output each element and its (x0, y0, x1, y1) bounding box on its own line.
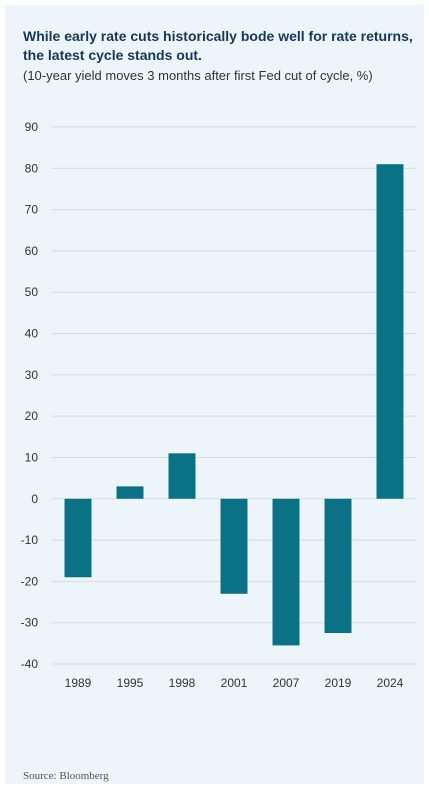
y-tick-label: 50 (25, 285, 39, 299)
bar (324, 498, 352, 634)
x-tick-label: 1995 (117, 676, 144, 690)
y-tick-label: 90 (25, 120, 39, 134)
y-tick-label: 70 (25, 203, 39, 217)
source-note: Source: Bloomberg (23, 770, 109, 782)
y-tick-label: 20 (25, 409, 39, 423)
x-tick-label: 2007 (273, 676, 300, 690)
y-tick-label: -30 (21, 616, 39, 630)
y-tick-label: 40 (25, 327, 39, 341)
y-tick-label: -10 (21, 533, 39, 547)
chart-title: While early rate cuts historically bode … (23, 28, 413, 63)
bar (376, 164, 404, 499)
y-tick-label: 10 (25, 450, 39, 464)
y-tick-label: -20 (21, 574, 39, 588)
y-tick-label: 80 (25, 161, 39, 175)
y-tick-label: -40 (21, 657, 39, 671)
x-tick-label: 2019 (325, 676, 352, 690)
bar (168, 453, 196, 499)
chart-panel: While early rate cuts historically bode … (5, 5, 424, 784)
x-tick-label: 1998 (169, 676, 196, 690)
bar (116, 486, 144, 499)
x-tick-label: 2001 (221, 676, 248, 690)
y-tick-label: 0 (31, 492, 38, 506)
x-tick-label: 2024 (377, 676, 404, 690)
bar (272, 498, 300, 646)
y-tick-label: 60 (25, 244, 39, 258)
y-tick-label: 30 (25, 368, 39, 382)
x-tick-label: 1989 (65, 676, 92, 690)
bar (220, 498, 248, 594)
bar (64, 498, 92, 578)
chart-subtitle: (10-year yield moves 3 months after firs… (23, 68, 373, 83)
